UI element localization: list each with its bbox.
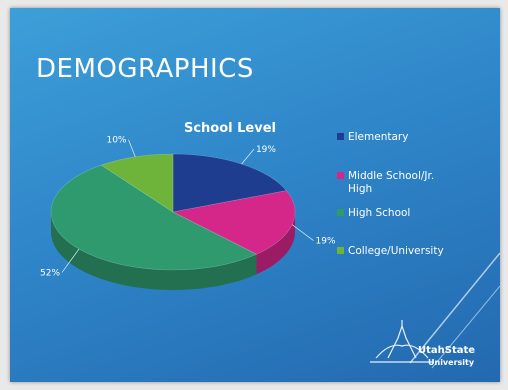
legend-label-middle-school: Middle School/Jr. High: [348, 170, 438, 195]
slide-title: DEMOGRAPHICS: [36, 54, 254, 84]
legend-label-middle-school-line1: Middle School/Jr.: [348, 170, 434, 182]
leader-line-college-university: [128, 139, 136, 157]
legend-label-college-text: College/University: [348, 245, 444, 257]
leader-line-high-school: [61, 248, 80, 273]
decorative-streak: [409, 252, 500, 364]
legend-swatch-college: [337, 247, 344, 254]
pie-labels: 19% 19% 52% 10%: [40, 136, 336, 279]
pie-label-high-school: 52%: [40, 268, 60, 278]
logo-line2: University: [428, 358, 475, 367]
pie-tops: [50, 153, 296, 271]
pie-label-middle-school-jr-high: 19%: [316, 237, 336, 247]
logo-line1: UtahState: [418, 345, 475, 356]
decorative-streak: [431, 285, 500, 369]
legend: Elementary Middle School/Jr. High High S…: [337, 131, 444, 257]
legend-swatch-middle-school: [337, 172, 344, 179]
pie-label-elementary: 19%: [256, 145, 276, 155]
legend-label-high-school-text: High School: [348, 207, 410, 219]
legend-label-middle-school-line2: High: [348, 183, 372, 195]
legend-label-college: College/University: [348, 245, 444, 257]
legend-swatch-elementary: [337, 133, 344, 140]
university-logo: UtahState University: [370, 320, 475, 367]
legend-swatch-high-school: [337, 209, 344, 216]
legend-label-elementary: Elementary: [348, 131, 408, 143]
pie-side-high-school: [51, 212, 257, 290]
legend-label-high-school: High School: [348, 207, 410, 219]
leader-line-elementary: [241, 148, 255, 165]
pie-chart: School Level 19% 19% 52% 10% Elementary Mid…: [40, 121, 500, 369]
slide: DEMOGRAPHICS School Level 19% 19% 52% 10% E…: [10, 8, 500, 382]
chart-title: School Level: [184, 121, 276, 136]
old-main-tower-icon: [370, 320, 434, 363]
pie-label-college-university: 10%: [106, 136, 126, 146]
pie-slice-college-university: [100, 153, 174, 213]
pie-sides: [51, 212, 295, 290]
pie-slice-middle-school-jr-high: [172, 190, 296, 255]
leader-line-middle-school-jr-high: [291, 224, 314, 241]
pie-side-middle-school-jr-high: [256, 212, 295, 275]
legend-label-elementary-text: Elementary: [348, 131, 408, 143]
